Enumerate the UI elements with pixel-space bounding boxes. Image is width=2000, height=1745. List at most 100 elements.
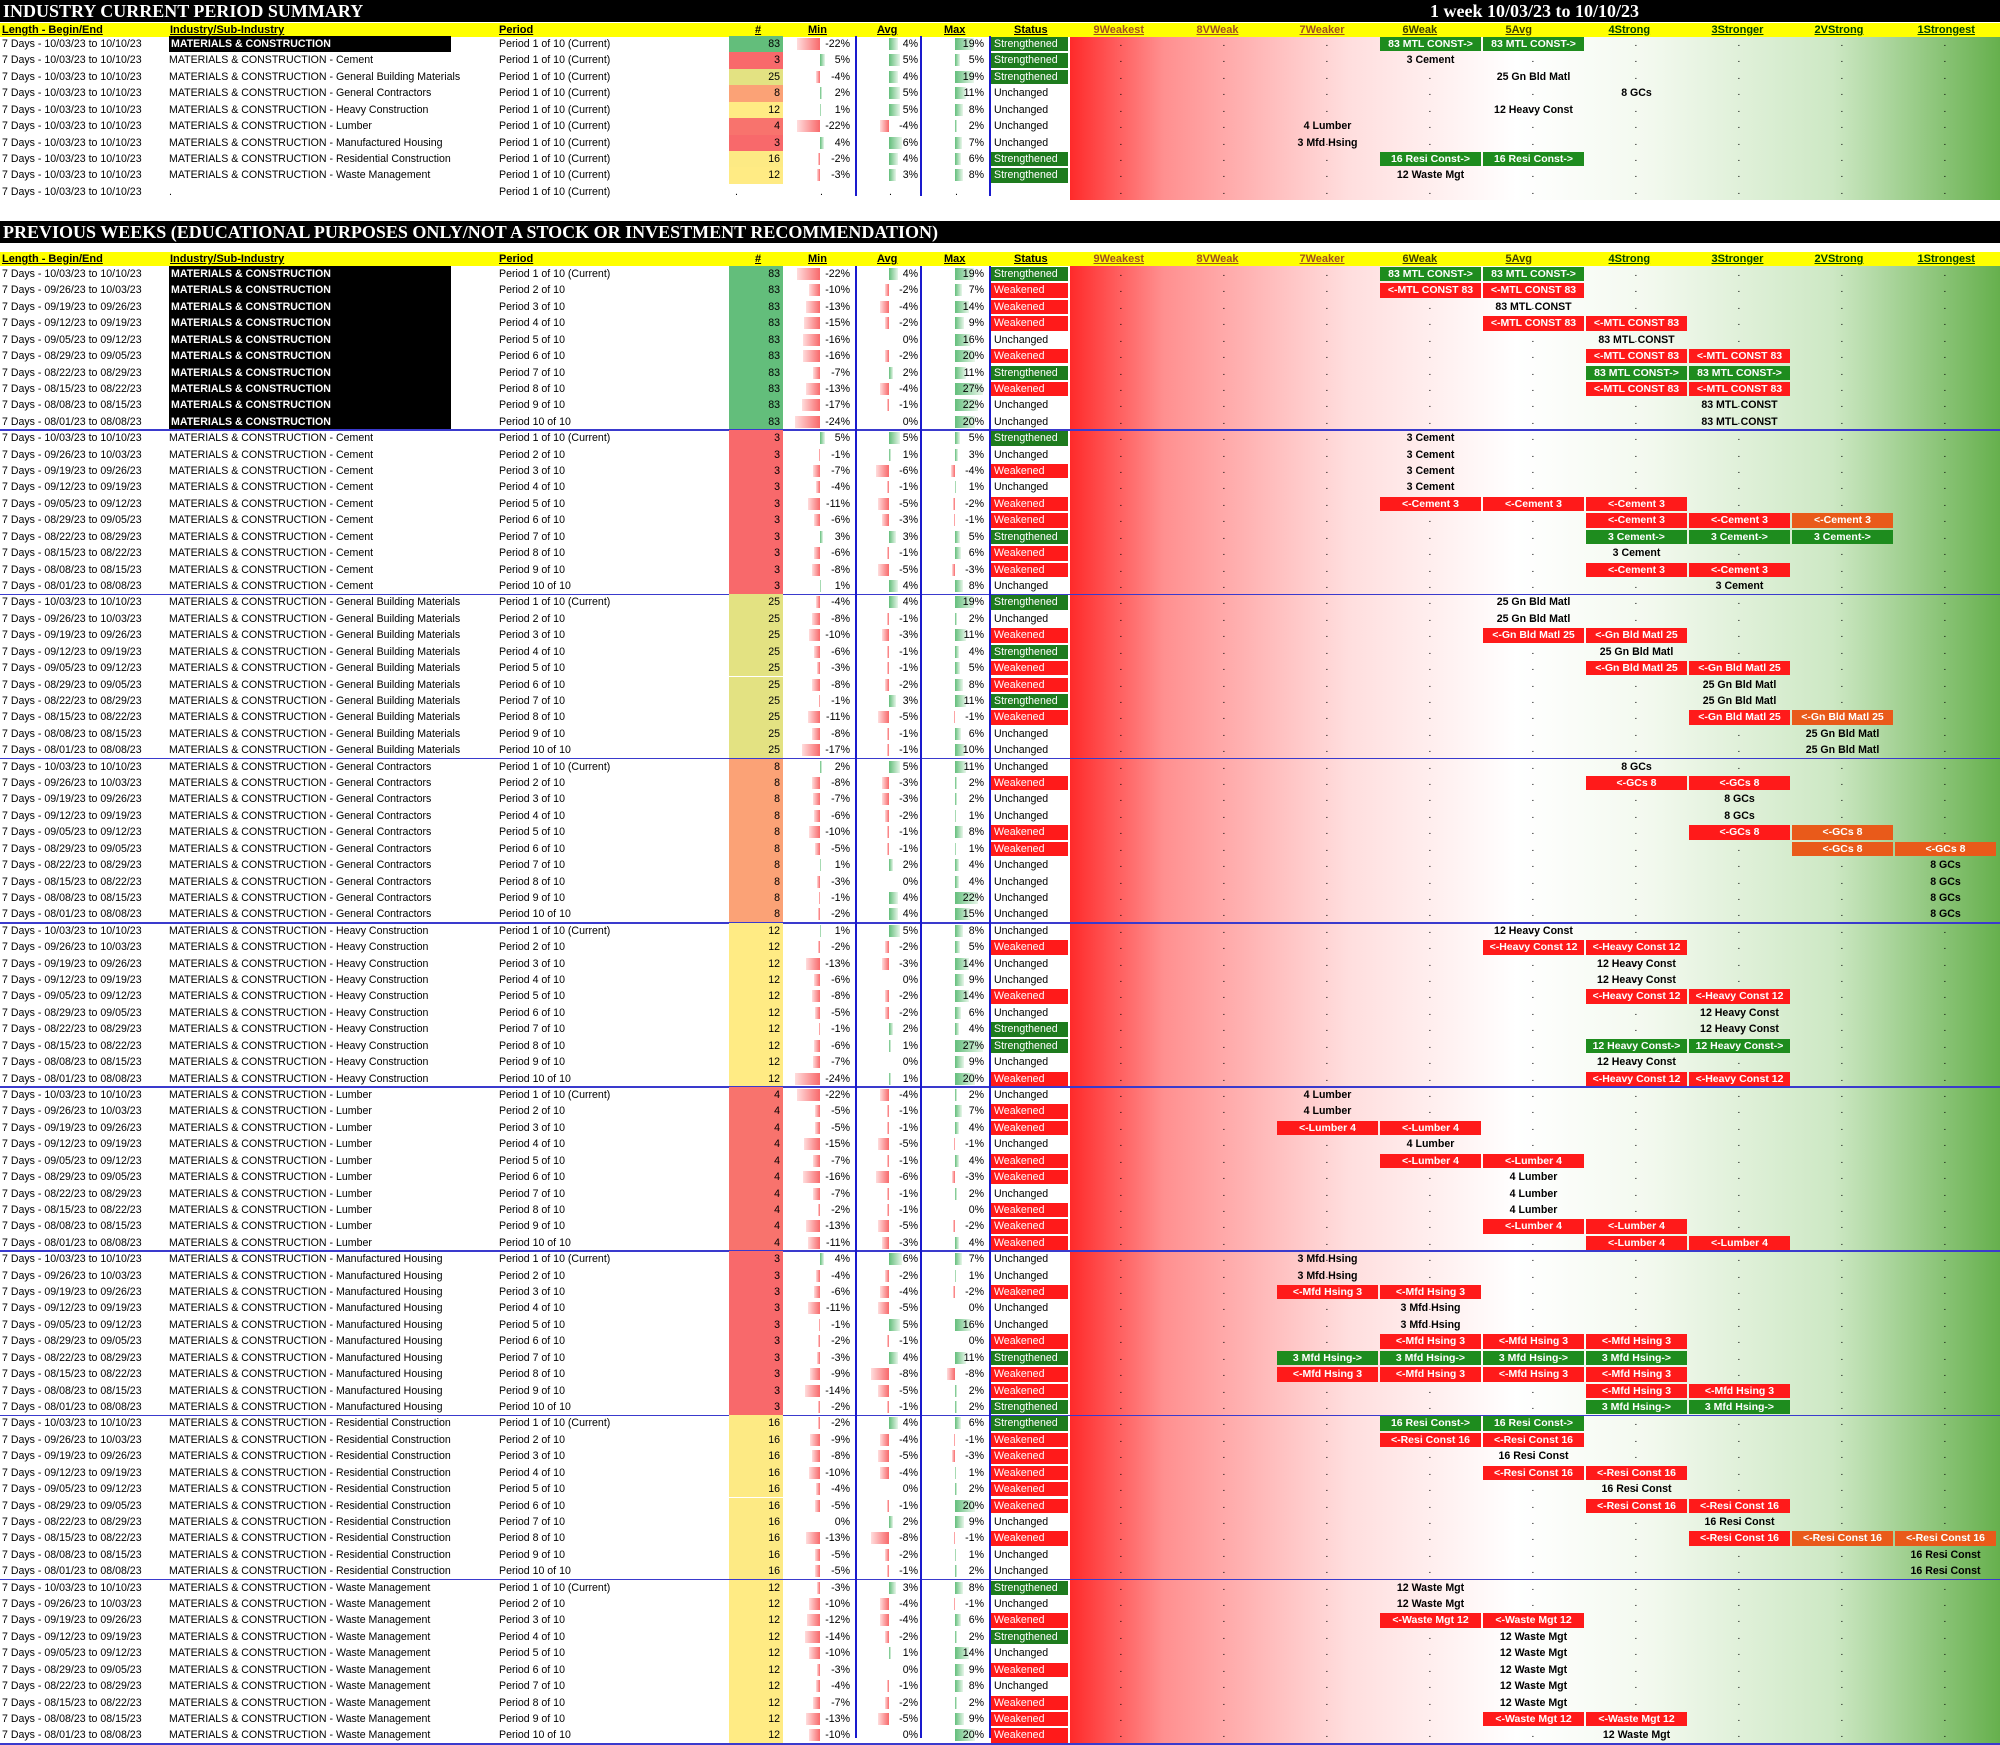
cell-industry: MATERIALS & CONSTRUCTION - Waste Managem… bbox=[169, 1711, 497, 1727]
grid-dot: . bbox=[1841, 447, 1844, 463]
grid-dot: . bbox=[1326, 972, 1329, 988]
grid-dot: . bbox=[1429, 775, 1432, 791]
cell-max: 11% bbox=[923, 693, 984, 709]
grid-dot: . bbox=[1738, 890, 1741, 906]
cell-min: -3% bbox=[787, 1662, 850, 1678]
cell-length: 7 Days - 08/08/23 to 08/15/23 bbox=[2, 1054, 167, 1070]
grid-dot: . bbox=[1841, 775, 1844, 791]
cell-length: 7 Days - 08/08/23 to 08/15/23 bbox=[2, 1383, 167, 1399]
cell-period: Period 3 of 10 bbox=[499, 1284, 629, 1300]
rank-label: 25 Gn Bld Matl bbox=[1431, 611, 1637, 627]
rank-move-pill: <-Cement 3 bbox=[1689, 513, 1790, 527]
grid-dot: . bbox=[1944, 512, 1947, 528]
grid-dot: . bbox=[1429, 381, 1432, 397]
cell-max: 4% bbox=[923, 857, 984, 873]
cell-max: 22% bbox=[923, 890, 984, 906]
grid-dot: . bbox=[1326, 1021, 1329, 1037]
grid-dot: . bbox=[1635, 1596, 1638, 1612]
cell-count: 4 bbox=[729, 1087, 783, 1103]
cell-industry: MATERIALS & CONSTRUCTION - General Contr… bbox=[169, 808, 497, 824]
status-badge: Strengthened bbox=[991, 1416, 1068, 1430]
grid-dot: . bbox=[1120, 841, 1123, 857]
grid-dot: . bbox=[1223, 1054, 1226, 1070]
cell-avg: -2% bbox=[857, 808, 918, 824]
cell-min: -10% bbox=[787, 627, 850, 643]
cell-length: 7 Days - 08/08/23 to 08/15/23 bbox=[2, 397, 167, 413]
cell-max: -3% bbox=[923, 1448, 984, 1464]
grid-dot: . bbox=[1532, 184, 1535, 200]
grid-dot: . bbox=[1944, 1612, 1947, 1628]
grid-dot: . bbox=[1944, 759, 1947, 775]
cell-period: Period 7 of 10 bbox=[499, 1678, 629, 1694]
rank-label: 12 Heavy Const bbox=[1637, 1005, 1843, 1021]
status-badge: Unchanged bbox=[991, 1137, 1068, 1151]
grid-dot: . bbox=[1944, 791, 1947, 807]
cell-count: 12 bbox=[729, 102, 783, 118]
rank-label: 8 GCs bbox=[1637, 791, 1843, 807]
grid-dot: . bbox=[1841, 184, 1844, 200]
cell-min: -1% bbox=[787, 693, 850, 709]
grid-dot: . bbox=[1841, 1333, 1844, 1349]
cell-length: 7 Days - 08/15/23 to 08/22/23 bbox=[2, 874, 167, 890]
cell-min: -13% bbox=[787, 381, 850, 397]
rank-label: 25 Gn Bld Matl bbox=[1637, 677, 1843, 693]
grid-dot: . bbox=[1738, 1465, 1741, 1481]
grid-dot: . bbox=[1120, 1169, 1123, 1185]
rank-label: 25 Gn Bld Matl bbox=[1431, 594, 1637, 610]
rank-move-pill: <-Lumber 4 bbox=[1380, 1154, 1481, 1168]
cell-length: 7 Days - 08/29/23 to 09/05/23 bbox=[2, 348, 167, 364]
cell-count: 83 bbox=[729, 332, 783, 348]
cell-period: Period 4 of 10 bbox=[499, 644, 629, 660]
rank-label: 3 Cement bbox=[1328, 479, 1534, 495]
grid-dot: . bbox=[1841, 1169, 1844, 1185]
cell-avg: 0% bbox=[857, 1662, 918, 1678]
cell-length: 7 Days - 09/26/23 to 10/03/23 bbox=[2, 282, 167, 298]
grid-dot: . bbox=[1429, 890, 1432, 906]
cell-length: 7 Days - 08/08/23 to 08/15/23 bbox=[2, 1711, 167, 1727]
header-count: # bbox=[755, 23, 761, 37]
status-badge: Unchanged bbox=[991, 1006, 1068, 1020]
grid-dot: . bbox=[1532, 1120, 1535, 1136]
grid-dot: . bbox=[1223, 1235, 1226, 1251]
grid-dot: . bbox=[1120, 1366, 1123, 1382]
grid-dot: . bbox=[1841, 988, 1844, 1004]
grid-dot: . bbox=[1944, 1383, 1947, 1399]
status-badge: Weakened bbox=[991, 349, 1068, 363]
cell-industry: MATERIALS & CONSTRUCTION - Waste Managem… bbox=[169, 1727, 497, 1743]
grid-dot: . bbox=[1841, 1071, 1844, 1087]
grid-dot: . bbox=[1944, 1038, 1947, 1054]
cell-length: 7 Days - 10/03/23 to 10/10/23 bbox=[2, 52, 167, 68]
header-col-2vstrong: 2VStrong bbox=[1815, 23, 1864, 37]
cell-count: 12 bbox=[729, 1612, 783, 1628]
grid-dot: . bbox=[1944, 118, 1947, 134]
cell-max: 9% bbox=[923, 1514, 984, 1530]
grid-dot: . bbox=[1120, 430, 1123, 446]
cell-period: Period 8 of 10 bbox=[499, 1695, 629, 1711]
grid-dot: . bbox=[1841, 1432, 1844, 1448]
grid-dot: . bbox=[1223, 824, 1226, 840]
grid-dot: . bbox=[1944, 1711, 1947, 1727]
grid-dot: . bbox=[1326, 709, 1329, 725]
grid-dot: . bbox=[1326, 315, 1329, 331]
grid-dot: . bbox=[1841, 1399, 1844, 1415]
grid-dot: . bbox=[1120, 791, 1123, 807]
cell-count: 12 bbox=[729, 1695, 783, 1711]
grid-dot: . bbox=[1326, 1383, 1329, 1399]
cell-industry: MATERIALS & CONSTRUCTION - Heavy Constru… bbox=[169, 1021, 497, 1037]
grid-dot: . bbox=[1223, 1678, 1226, 1694]
grid-dot: . bbox=[1120, 1136, 1123, 1152]
section-title: PREVIOUS WEEKS (EDUCATIONAL PURPOSES ONL… bbox=[0, 221, 2000, 243]
cell-length: 7 Days - 10/03/23 to 10/10/23 bbox=[2, 36, 167, 52]
cell-count: 3 bbox=[729, 135, 783, 151]
cell-count: 12 bbox=[729, 1662, 783, 1678]
cell-period: Period 8 of 10 bbox=[499, 874, 629, 890]
cell-industry: MATERIALS & CONSTRUCTION - Cement bbox=[169, 529, 497, 545]
header-col-9weakest: 9Weakest bbox=[1094, 252, 1145, 266]
grid-dot: . bbox=[1223, 1629, 1226, 1645]
status-badge: Weakened bbox=[991, 1482, 1068, 1496]
grid-dot: . bbox=[1120, 578, 1123, 594]
